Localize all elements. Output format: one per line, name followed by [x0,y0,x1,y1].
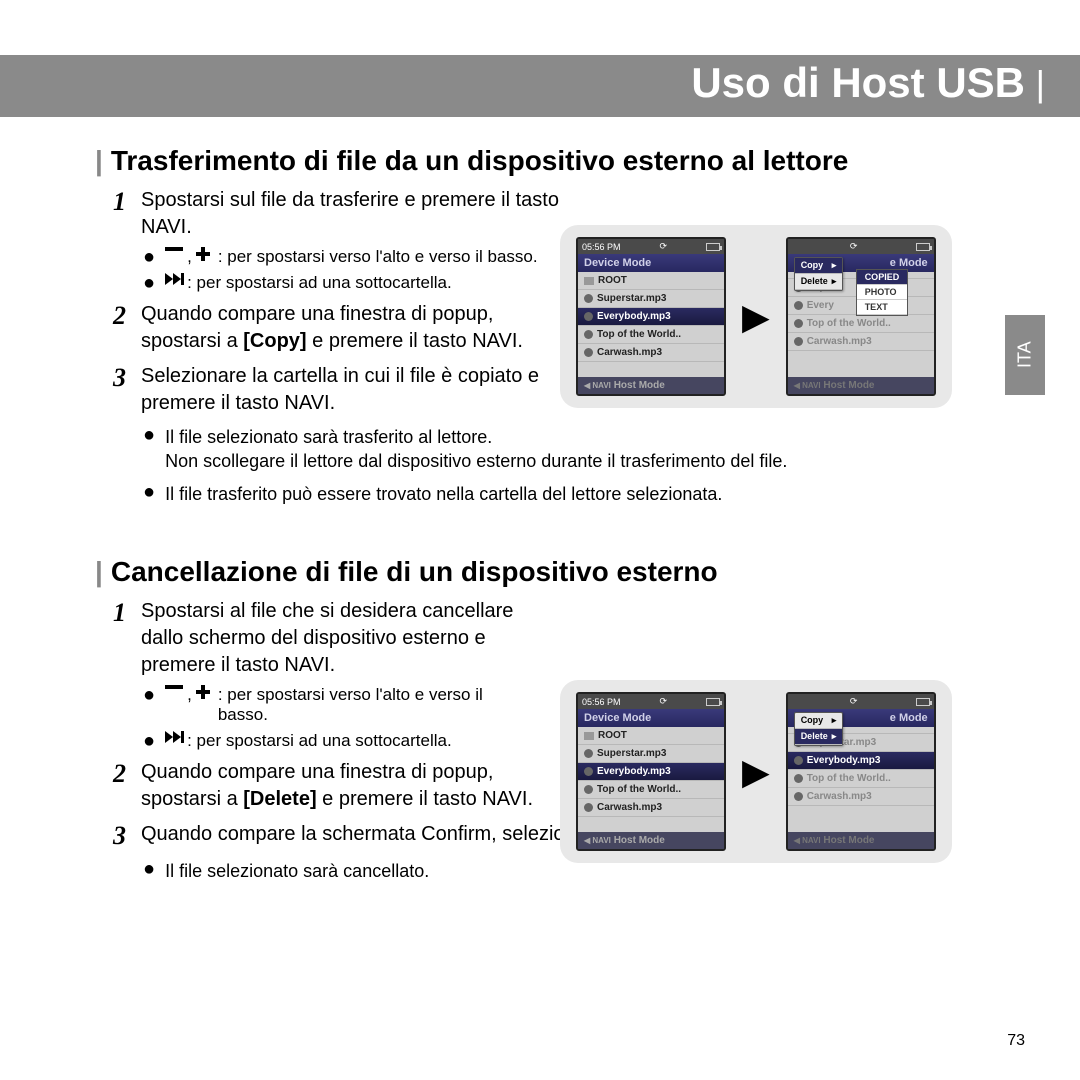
dev-time2: 05:56 PM [582,697,621,707]
panel-group-2: 05:56 PM⟳ Device Mode ROOT Superstar.mp3… [560,680,952,863]
dev-header2: Device Mode [578,709,724,727]
dev-f2: Everybody.mp3 [597,311,671,322]
section2-title-text: Cancellazione di file di un dispositivo … [111,556,718,587]
popup-delete: Delete [801,276,828,287]
s1-w2-text: Il file trasferito può essere trovato ne… [165,482,722,506]
s2-step-num-1: 1 [113,598,133,628]
s2-w1-text: Il file selezionato sarà cancellato. [165,859,429,883]
popup-delete2: Delete [801,731,828,742]
dev-f2-2: Everybody.mp3 [597,766,671,777]
dev-f4-2: Carwash.mp3 [597,802,662,813]
step-num-3: 3 [113,363,133,393]
s2-step3a: Quando compare la schermata Confirm, sel… [141,823,610,845]
s2-b1b-text: : per spostarsi ad una sottocartella. [187,731,452,751]
s1-w1: ● Il file selezionato sarà trasferito al… [143,425,923,474]
s1-step3-text: Selezionare la cartella in cui il file è… [141,363,561,417]
s1-w2: ● Il file trasferito può essere trovato … [143,482,923,506]
dev-f2s: Every [807,300,834,311]
dev-footer3: Host Mode [614,835,665,846]
ff-icon [165,273,187,285]
plus-icon [196,247,210,261]
dev-f3b: Top of the World.. [807,318,891,329]
submenu-text: TEXT [857,300,908,315]
dev-f4-3: Carwash.mp3 [807,791,872,802]
popup-copy: Copy [801,260,824,271]
submenu-copied: COPIED [857,270,908,285]
dev-root: ROOT [598,275,627,286]
dev-footer2: Host Mode [823,380,874,391]
s2-step2-text: Quando compare una finestra di popup, sp… [141,759,561,813]
dev-footer4: Host Mode [823,835,874,846]
s1-step2b: e premere il tasto NAVI. [307,330,523,352]
page-number: 73 [1007,1032,1025,1050]
s1-step2bold: [Copy] [243,330,306,352]
dev-f3-3: Top of the World.. [807,773,891,784]
s2-step2b: e premere il tasto NAVI. [317,788,533,810]
arrow-icon: ▶ [742,751,770,793]
banner-pipe: | [1036,63,1045,105]
s1-w1b: Non scollegare il lettore dal dispositiv… [165,451,787,471]
banner-title: Uso di Host USB [691,59,1025,107]
plus-icon [196,685,210,699]
step-num-1: 1 [113,187,133,217]
section1-title-text: Trasferimento di file da un dispositivo … [111,145,849,176]
ff-icon [165,731,187,743]
device-left-2: 05:56 PM⟳ Device Mode ROOT Superstar.mp3… [576,692,726,851]
s2-b1a-text: : per spostarsi verso l'alto e verso il … [218,685,518,725]
popup-copy2: Copy [801,715,824,726]
dev-time: 05:56 PM [582,242,621,252]
dev-f1: Superstar.mp3 [597,293,666,304]
device-right-1: ⟳ e Mode Super Every Top of the World.. … [786,237,936,396]
dev-f3-2: Top of the World.. [597,784,681,795]
arrow-icon: ▶ [742,296,770,338]
device-left-1: 05:56 PM⟳ Device Mode ROOT Superstar.mp3… [576,237,726,396]
s1-w1a: Il file selezionato sarà trasferito al l… [165,427,492,447]
s1-b1a-text: : per spostarsi verso l'alto e verso il … [218,247,538,267]
dev-f2-3: Everybody.mp3 [807,755,881,766]
s2-step2bold: [Delete] [243,788,316,810]
minus-icon [165,685,183,689]
dev-f4b: Carwash.mp3 [807,336,872,347]
device-right-2: ⟳ e Mode Superstar.mp3 Everybody.mp3 Top… [786,692,936,851]
dev-footer: Host Mode [614,380,665,391]
dev-root2: ROOT [598,730,627,741]
minus-icon [165,247,183,251]
s1-step2-text: Quando compare una finestra di popup, sp… [141,301,561,355]
step-num-2: 2 [113,301,133,331]
s2-step1: 1 Spostarsi al file che si desidera canc… [113,598,985,679]
dev-f4: Carwash.mp3 [597,347,662,358]
s1-b1b-text: : per spostarsi ad una sottocartella. [187,273,452,293]
title-banner: Uso di Host USB | [0,55,1080,117]
language-tab: ITA [1005,315,1045,395]
dev-header: Device Mode [578,254,724,272]
section1-title: |Trasferimento di file da un dispositivo… [95,145,985,177]
panel-group-1: 05:56 PM⟳ Device Mode ROOT Superstar.mp3… [560,225,952,408]
s2-step1-text: Spostarsi al file che si desidera cancel… [141,598,541,679]
s2-step-num-3: 3 [113,821,133,851]
s2-step-num-2: 2 [113,759,133,789]
submenu-photo: PHOTO [857,285,908,300]
section2-title: |Cancellazione di file di un dispositivo… [95,556,985,588]
s1-step1-text: Spostarsi sul file da trasferire e preme… [141,187,561,241]
dev-f3: Top of the World.. [597,329,681,340]
dev-f1-2: Superstar.mp3 [597,748,666,759]
